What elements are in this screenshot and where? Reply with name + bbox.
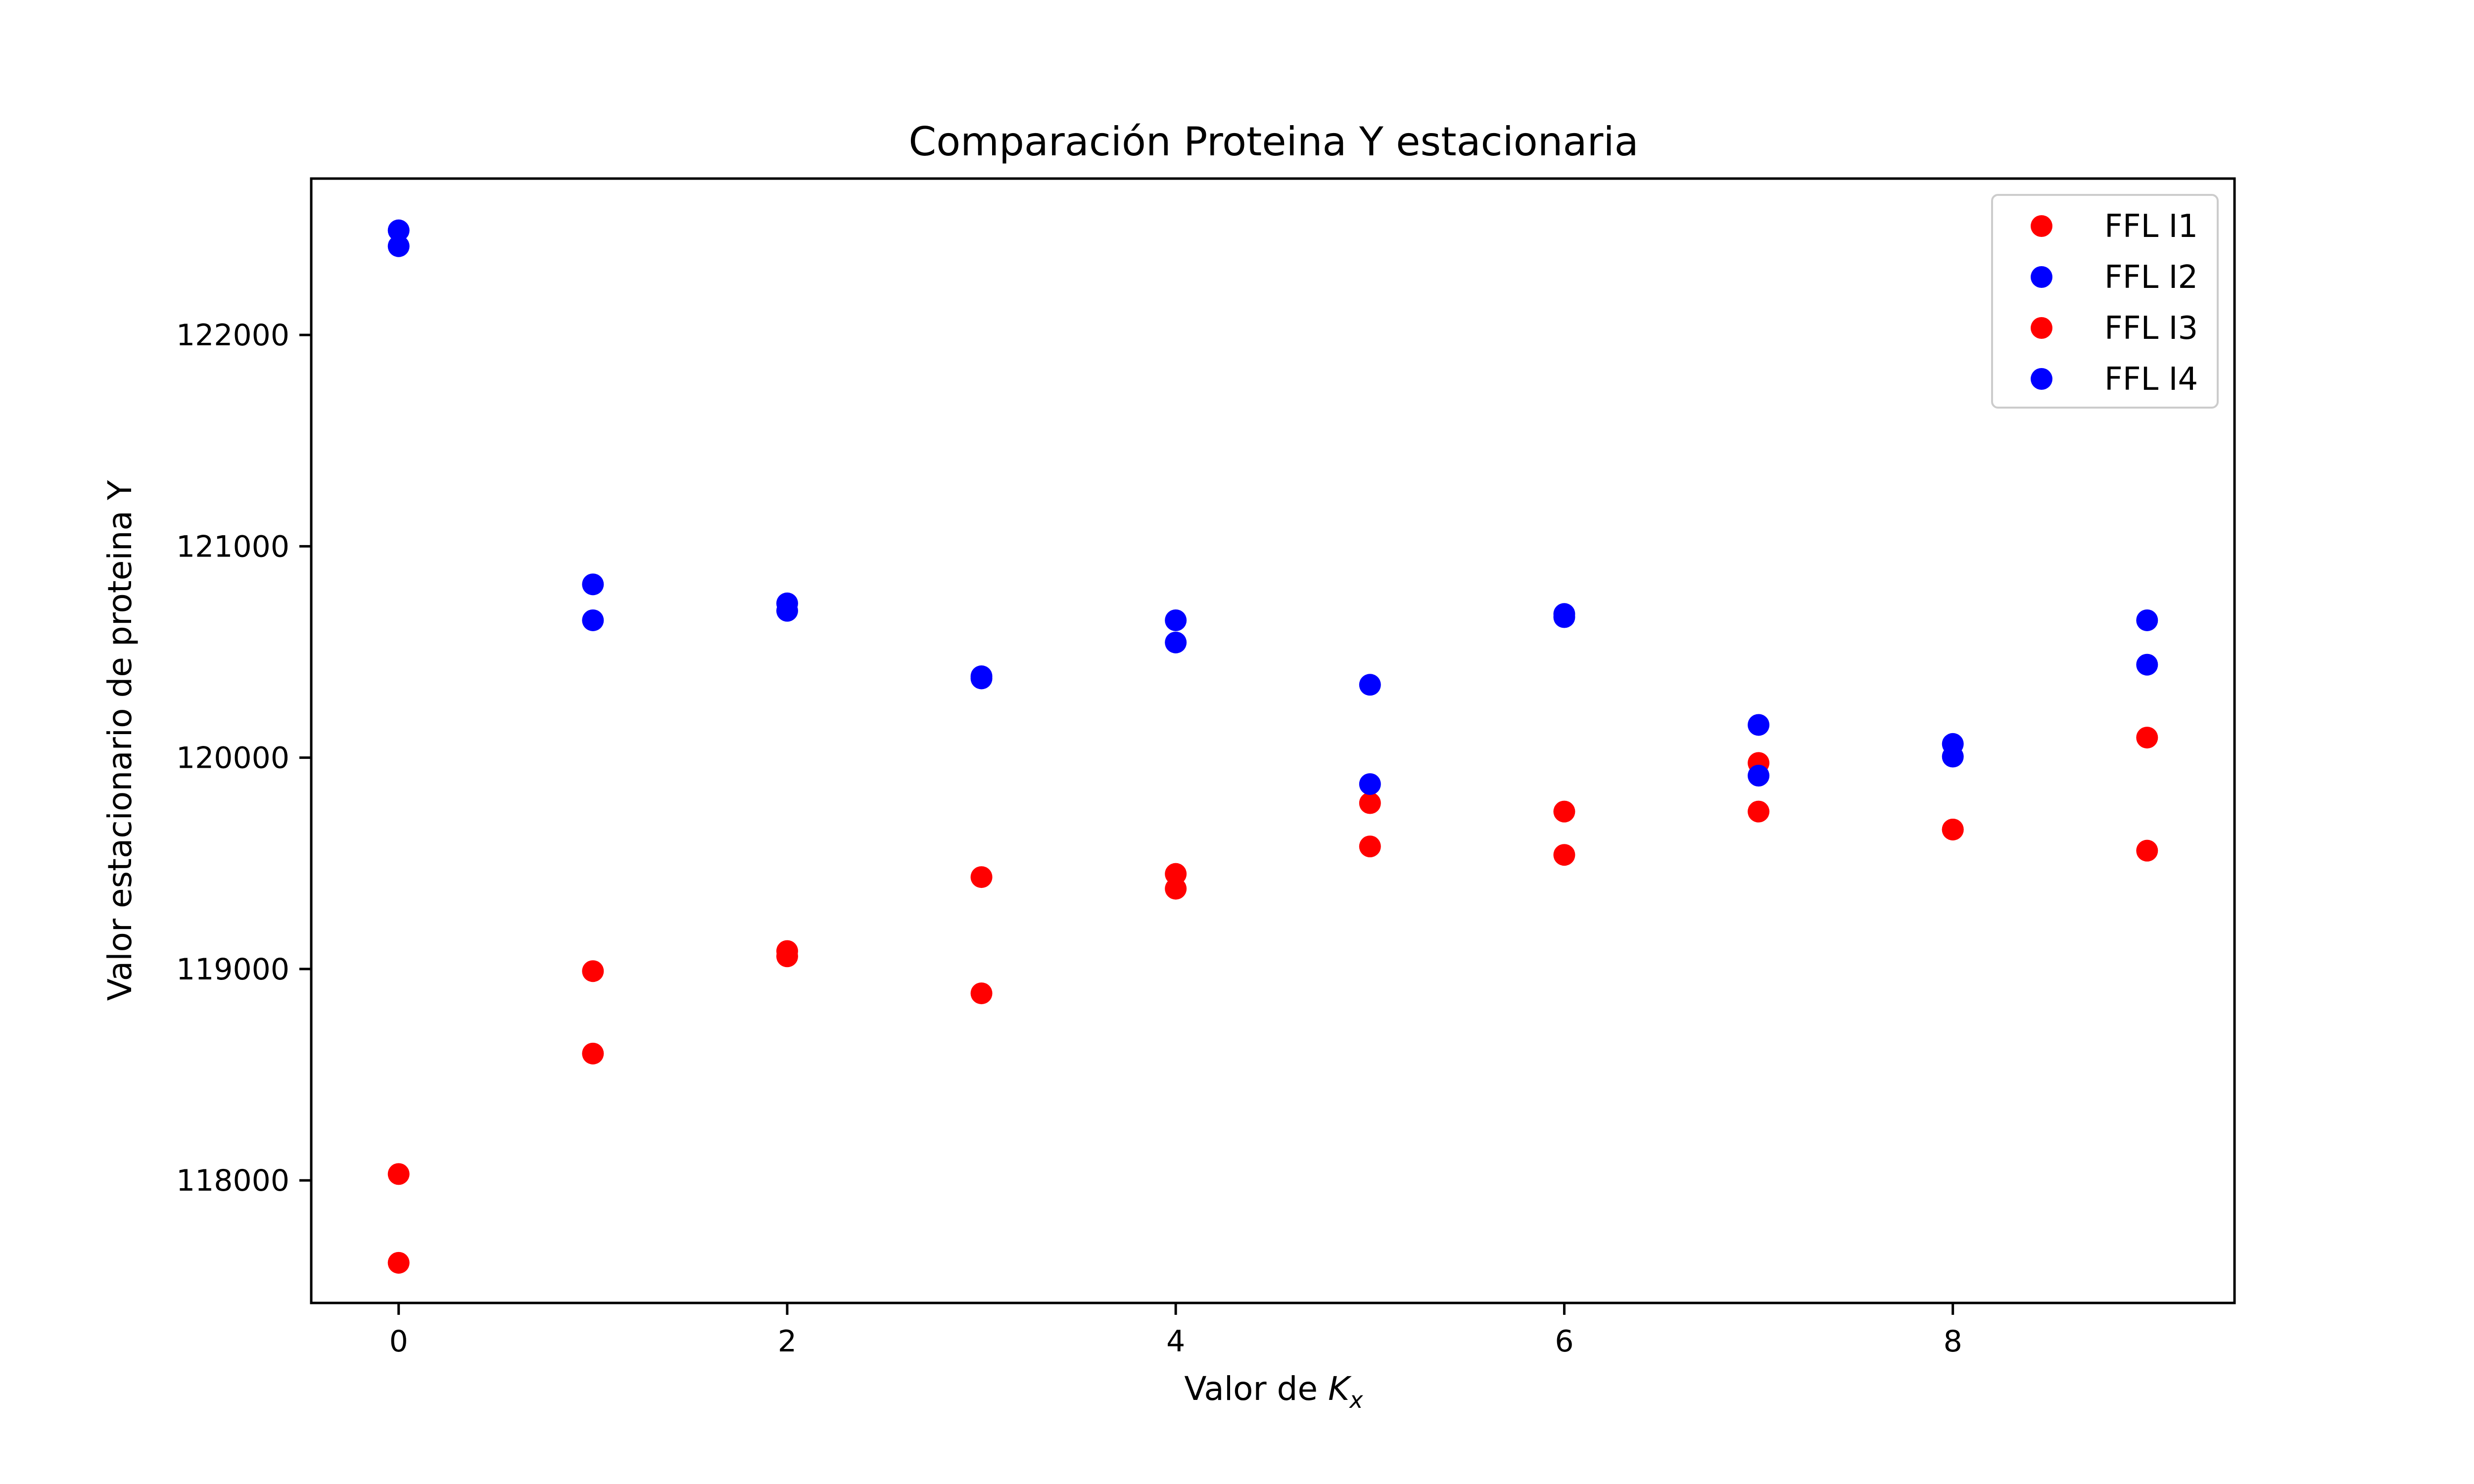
data-point (582, 609, 604, 631)
legend-marker (2031, 368, 2052, 390)
data-point (2136, 727, 2158, 749)
data-point (1748, 714, 1770, 736)
data-point (1165, 863, 1187, 885)
y-tick-label: 122000 (176, 318, 289, 353)
data-point (582, 1042, 604, 1065)
data-point (387, 219, 410, 241)
chart-title: Comparación Proteina Y estacionaria (908, 119, 1638, 165)
y-tick-label: 118000 (176, 1163, 289, 1198)
x-axis-label-prefix: Valor de (1184, 1370, 1328, 1408)
y-axis-label: Valor estacionario de proteina Y (101, 480, 139, 1001)
y-tick-label: 121000 (176, 529, 289, 564)
data-point (776, 600, 798, 622)
x-axis-label: Valor de Kx (1184, 1370, 1363, 1413)
data-point (1165, 631, 1187, 653)
data-point (582, 960, 604, 982)
y-axis-ticks: 118000 119000 120000 121000 122000 (176, 318, 311, 1198)
x-tick-label: 8 (1944, 1324, 1962, 1359)
legend-entries: FFL I1 FFL I2 FFL I3 FFL I4 (2031, 208, 2198, 398)
data-point (387, 1163, 410, 1185)
y-tick-label: 120000 (176, 741, 289, 776)
legend-label: FFL I2 (2104, 259, 2198, 296)
data-point (582, 573, 604, 596)
legend-label: FFL I4 (2104, 361, 2198, 398)
data-point (1942, 818, 1964, 840)
x-tick-label: 2 (778, 1324, 797, 1359)
legend-marker (2031, 317, 2052, 339)
data-point (970, 982, 993, 1005)
data-point (387, 1252, 410, 1274)
data-point (1748, 800, 1770, 823)
data-point (776, 940, 798, 962)
y-tick-label: 119000 (176, 952, 289, 987)
data-point (1942, 733, 1964, 755)
data-point (1553, 800, 1575, 823)
data-point (2136, 609, 2158, 631)
legend-marker (2031, 215, 2052, 237)
legend-label: FFL I3 (2104, 310, 2198, 347)
x-axis-label-subscript: x (1348, 1387, 1363, 1413)
x-tick-label: 6 (1555, 1324, 1573, 1359)
data-point (387, 235, 410, 257)
data-point (1748, 764, 1770, 787)
legend-box (1991, 194, 2219, 409)
data-point (1165, 609, 1187, 631)
data-point (2136, 653, 2158, 676)
data-point (1359, 674, 1381, 696)
data-point (1359, 792, 1381, 814)
data-point (1553, 606, 1575, 628)
data-point (2136, 839, 2158, 862)
data-points (387, 219, 2158, 1274)
data-point (1359, 835, 1381, 858)
data-point (970, 667, 993, 690)
data-point (1553, 844, 1575, 866)
plot-area (310, 177, 2236, 1304)
x-tick-label: 0 (389, 1324, 408, 1359)
x-tick-label: 4 (1166, 1324, 1185, 1359)
legend-label: FFL I1 (2104, 208, 2198, 245)
data-point (1359, 773, 1381, 795)
x-axis-label-variable: K (1328, 1370, 1352, 1408)
legend: FFL I1 FFL I2 FFL I3 FFL I4 (1991, 194, 2219, 409)
data-point (970, 866, 993, 888)
legend-marker (2031, 266, 2052, 288)
x-axis-ticks: 0 2 4 6 8 (389, 1303, 1962, 1359)
